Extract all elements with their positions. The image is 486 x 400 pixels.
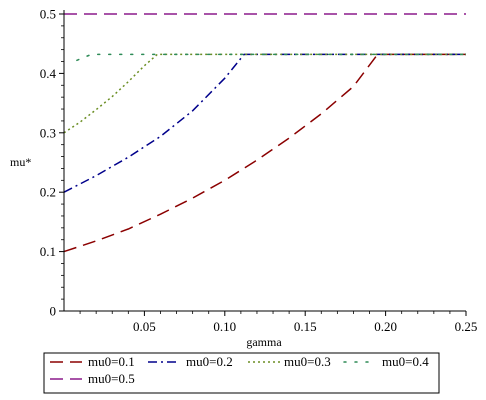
series-line-4 (76, 53, 467, 62)
x-axis-label: gamma (246, 335, 282, 349)
y-tick-label: 0.3 (40, 125, 56, 140)
y-tick-label: 0.1 (40, 244, 56, 259)
legend-label: mu0=0.3 (284, 354, 331, 369)
legend-box (43, 352, 440, 394)
y-tick-label: 0 (50, 304, 57, 319)
y-tick-label: 0.2 (40, 185, 56, 200)
axes: 0 0.1 0.2 0.3 0.4 0.5 0.05 0.10 0.15 0.20 0.25 (40, 7, 478, 335)
series-line-1 (63, 53, 466, 253)
x-tick-label: 0.10 (213, 319, 236, 334)
series-line-2 (63, 53, 466, 193)
legend: mu0=0.1 mu0=0.2 mu0=0.3 mu0=0.4 mu0=0.5 (43, 352, 440, 394)
legend-label: mu0=0.2 (186, 354, 233, 369)
series-line-3 (63, 53, 466, 134)
y-tick-label: 0.5 (40, 7, 56, 22)
legend-label: mu0=0.4 (382, 354, 429, 369)
x-tick-label: 0.05 (133, 319, 156, 334)
x-tick-label: 0.20 (374, 319, 397, 334)
x-tick-label: 0.15 (294, 319, 317, 334)
plot-area (63, 13, 467, 253)
legend-label: mu0=0.5 (88, 371, 135, 386)
y-tick-label: 0.4 (40, 66, 57, 81)
y-axis-label: mu* (10, 155, 31, 169)
legend-label: mu0=0.1 (88, 354, 135, 369)
x-tick-label: 0.25 (455, 319, 478, 334)
